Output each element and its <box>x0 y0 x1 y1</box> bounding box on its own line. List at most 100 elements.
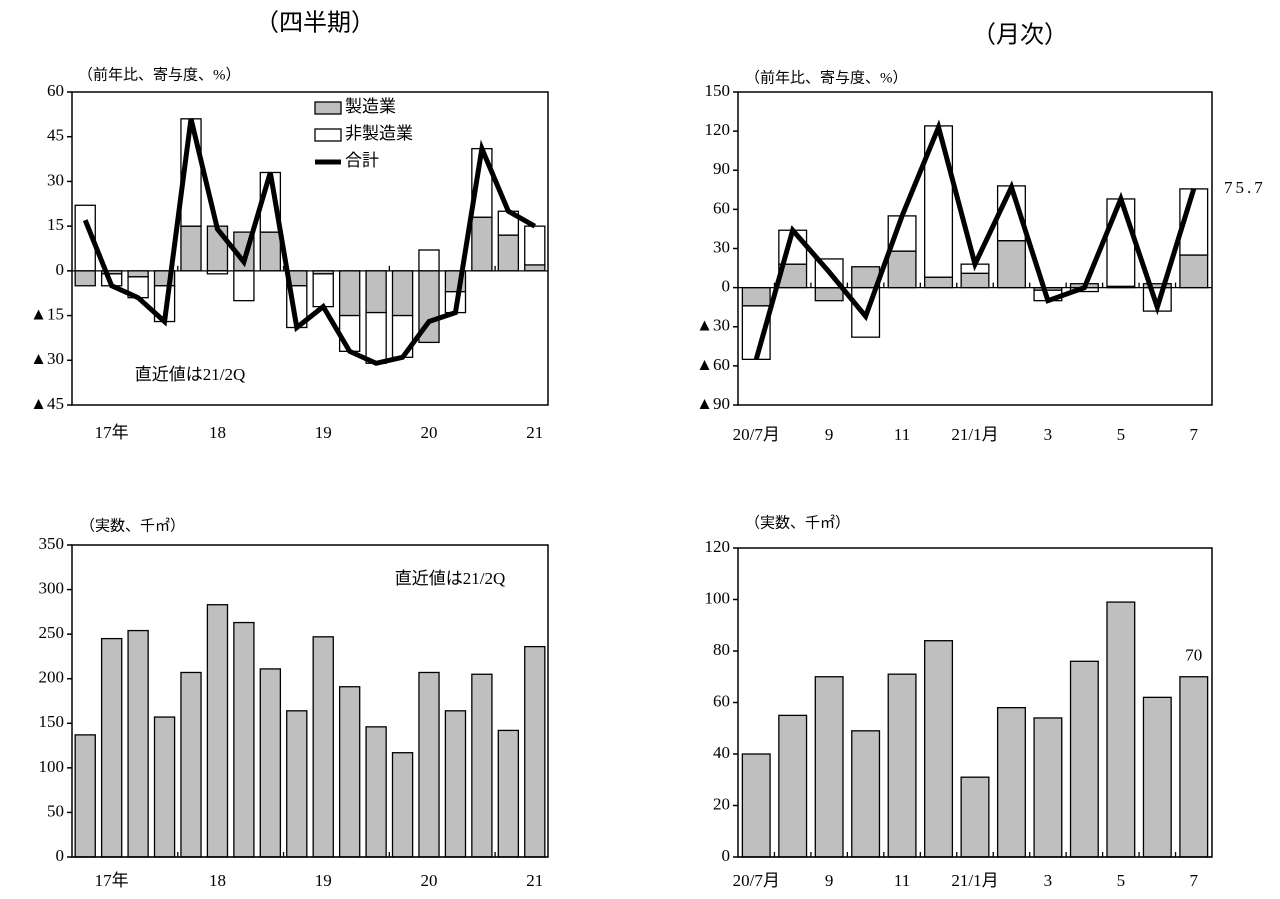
y-tick-label: 45 <box>47 126 64 145</box>
bar <box>471 673 493 858</box>
bar-segment <box>1179 254 1209 289</box>
x-tick-label: 18 <box>209 871 226 890</box>
x-tick-label: 11 <box>894 871 910 890</box>
bar-segment <box>741 286 771 307</box>
plot-frame <box>71 544 549 858</box>
bar <box>1033 717 1063 858</box>
y-tick-label: ▲30 <box>30 349 64 368</box>
y-tick-label: 15 <box>47 215 64 234</box>
bar <box>100 637 123 858</box>
plot-frame <box>737 91 1213 406</box>
bar <box>1069 660 1099 858</box>
y-tick-label: 50 <box>47 801 64 820</box>
bar-segment <box>887 250 917 289</box>
bar <box>233 621 255 858</box>
y-tick-label: 120 <box>705 537 731 556</box>
x-tick-label: 20/7月 <box>733 425 780 444</box>
y-tick-label: 100 <box>705 588 731 607</box>
y-tick-label: 350 <box>39 534 65 553</box>
bar-segment <box>74 270 96 287</box>
bar <box>960 776 990 858</box>
y-tick-label: ▲60 <box>696 355 730 374</box>
x-tick-label: 3 <box>1044 871 1053 890</box>
bar-segment <box>338 314 361 352</box>
y-tick-label: 120 <box>705 120 731 139</box>
bar-segment <box>391 270 414 317</box>
y-tick-label: 20 <box>713 794 730 813</box>
y-tick-label: 0 <box>56 260 65 279</box>
bar <box>365 726 387 858</box>
x-tick-label: 19 <box>315 871 332 890</box>
y-tick-label: ▲15 <box>30 304 64 323</box>
line <box>753 119 1197 361</box>
x-tick-label: 7 <box>1190 871 1199 890</box>
bar <box>851 730 881 858</box>
bar <box>741 753 771 858</box>
bar <box>391 752 414 858</box>
x-tick-label: 7 <box>1190 425 1199 444</box>
line <box>82 118 537 366</box>
bar <box>524 645 546 858</box>
annotation: 直近値は21/2Q <box>135 365 246 384</box>
bar-segment <box>338 270 361 317</box>
legend-swatch <box>314 128 342 142</box>
y-axis-label: （実数、千㎡） <box>80 517 185 534</box>
x-tick-label: 21/1月 <box>951 425 998 444</box>
bar <box>924 640 954 858</box>
bar-segment <box>960 272 990 289</box>
bar-segment <box>312 273 334 308</box>
y-tick-label: 150 <box>39 712 65 731</box>
bar <box>497 729 520 858</box>
bar <box>180 671 202 858</box>
legend-label: 合計 <box>345 151 379 170</box>
x-tick-label: 20/7月 <box>733 871 780 890</box>
y-tick-label: 0 <box>722 846 731 865</box>
bar <box>1179 676 1209 858</box>
bar <box>814 676 844 858</box>
chart-title: （四半期） <box>255 10 375 37</box>
bar-segment <box>233 270 255 302</box>
bar <box>74 734 96 858</box>
bar <box>259 668 282 858</box>
bar-segment <box>497 234 520 272</box>
bar-segment <box>1106 198 1136 287</box>
bar-segment <box>524 264 546 272</box>
y-tick-label: 30 <box>47 170 64 189</box>
chart-title: （月次） <box>972 22 1068 49</box>
data-label: 75.7 <box>1224 178 1266 197</box>
x-tick-label: 3 <box>1044 425 1053 444</box>
bar-segment <box>365 270 387 314</box>
x-tick-label: 5 <box>1117 425 1126 444</box>
x-tick-label: 20 <box>421 423 438 442</box>
bar <box>996 707 1026 858</box>
bar-segment <box>180 225 202 272</box>
data-label: 70 <box>1185 646 1202 665</box>
bar-segment <box>471 216 493 272</box>
annotation: 直近値は21/2Q <box>395 569 506 588</box>
y-axis-label: （実数、千㎡） <box>745 514 850 531</box>
bar <box>312 636 334 858</box>
y-tick-label: 30 <box>713 237 730 256</box>
bar <box>286 710 308 858</box>
x-tick-label: 17年 <box>95 423 129 442</box>
x-tick-label: 11 <box>894 425 910 444</box>
x-tick-label: 9 <box>825 425 834 444</box>
bar <box>887 673 917 858</box>
y-axis-label: （前年比、寄与度、%） <box>78 66 241 83</box>
x-tick-label: 21 <box>526 871 543 890</box>
bar <box>778 714 808 858</box>
y-tick-label: 40 <box>713 743 730 762</box>
bar-segment <box>418 249 440 272</box>
bar <box>206 604 229 858</box>
y-tick-label: 80 <box>713 640 730 659</box>
bar-segment <box>996 240 1026 289</box>
legend-label: 非製造業 <box>345 124 413 143</box>
y-axis-label: （前年比、寄与度、%） <box>745 69 908 86</box>
x-tick-label: 9 <box>825 871 834 890</box>
x-tick-label: 5 <box>1117 871 1126 890</box>
y-tick-label: 60 <box>47 81 64 100</box>
legend-label: 製造業 <box>345 97 396 116</box>
x-tick-label: 20 <box>421 871 438 890</box>
plot-frame <box>71 91 549 406</box>
